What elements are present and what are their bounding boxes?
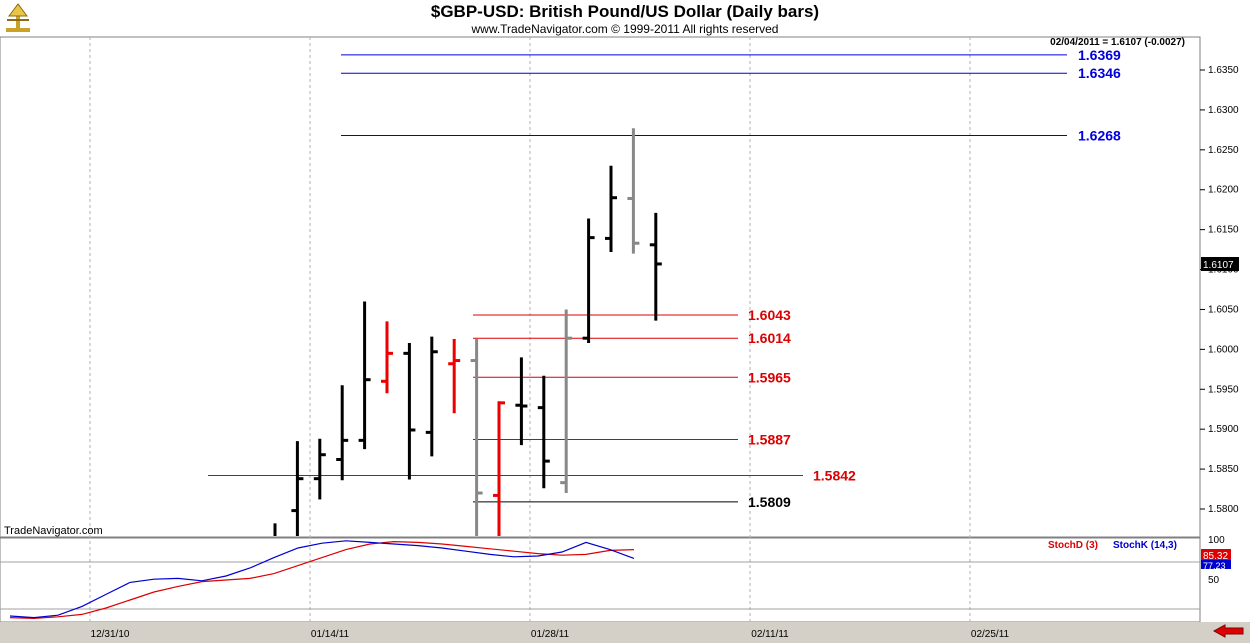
price-tick-label: 1.6250 [1208,145,1239,156]
ohlc-bar[interactable] [313,438,326,500]
price-tick-label: 1.6300 [1208,105,1239,116]
price-tick-label: 1.5850 [1208,464,1239,475]
level-label: 1.5965 [748,369,791,385]
level-label: 1.6369 [1078,47,1121,63]
ohlc-bar[interactable] [425,336,438,457]
level-label: 1.5842 [813,467,856,483]
ohlc-bar[interactable] [582,218,595,343]
stochk-line [9,540,635,619]
date-tick-label: 02/11/11 [751,629,789,640]
price-tick-label: 1.6150 [1208,225,1239,236]
watermark-text: TradeNavigator.com [4,525,103,537]
price-axis[interactable] [1200,37,1250,622]
price-tick-label: 1.5950 [1208,384,1239,395]
level-label: 1.5887 [748,432,791,448]
ohlc-bar[interactable] [291,441,304,536]
ohlc-bar[interactable] [336,385,349,481]
ohlc-bar[interactable] [605,165,617,252]
ohlc-bar[interactable] [493,401,505,536]
chart-title: $GBP-USD: British Pound/US Dollar (Daily… [430,2,820,21]
price-tick-label: 1.5800 [1208,504,1239,515]
level-label: 1.6268 [1078,127,1121,143]
last-price-badge [1201,257,1239,271]
stochd-value-badge [1201,549,1231,561]
level-label: 1.6346 [1078,65,1121,81]
ohlc-bar[interactable] [560,309,573,494]
trade-navigator-logo-icon [4,2,32,34]
ohlc-bar[interactable] [470,338,483,536]
stochk-value-badge [1201,560,1231,569]
price-tick-label: 1.5900 [1208,424,1239,435]
level-label: 1.6014 [748,330,791,346]
date-tick-label: 02/25/11 [971,629,1010,640]
price-tick-label: 1.6200 [1208,185,1239,196]
stochd-line [9,540,635,620]
date-tick-label: 01/14/11 [311,629,350,640]
stoch-tick-label: 50 [1208,575,1220,586]
ohlc-bar[interactable] [627,128,640,254]
ohlc-bar[interactable] [358,301,371,450]
stochd-value-label: 85.32 [1203,551,1228,562]
price-tick-label: 1.6000 [1208,344,1239,355]
chart-header: $GBP-USD: British Pound/US Dollar (Daily… [0,0,1250,36]
ohlc-bar[interactable] [649,212,662,321]
date-tick-label: 12/31/10 [91,629,130,640]
price-tick-label: 1.6350 [1208,65,1239,76]
stochk-legend: StochK (14,3) [1113,540,1177,551]
stoch-tick-label: 100 [1208,535,1225,546]
copyright-text: www.TradeNavigator.com © 1999-2011 All r… [471,22,779,36]
ohlc-bar[interactable] [403,342,416,480]
price-readout: 02/04/2011 = 1.6107 (-0.0027) [1050,37,1185,48]
level-label: 1.5809 [748,494,791,510]
date-tick-label: 01/28/11 [531,629,570,640]
ohlc-bar[interactable] [448,338,461,414]
ohlc-bar[interactable] [381,321,393,394]
ohlc-bar[interactable] [537,375,550,489]
price-tick-label: 1.6050 [1208,304,1239,315]
level-label: 1.6043 [748,307,791,323]
date-axis[interactable] [0,622,1250,643]
stochd-legend: StochD (3) [1048,540,1098,551]
last-price-label: 1.6107 [1203,260,1234,271]
stochk-value-label: 77.23 [1203,561,1226,571]
ohlc-bar[interactable] [515,357,528,446]
scroll-left-arrow-icon[interactable] [1212,624,1245,638]
price-panel[interactable] [0,36,1201,538]
